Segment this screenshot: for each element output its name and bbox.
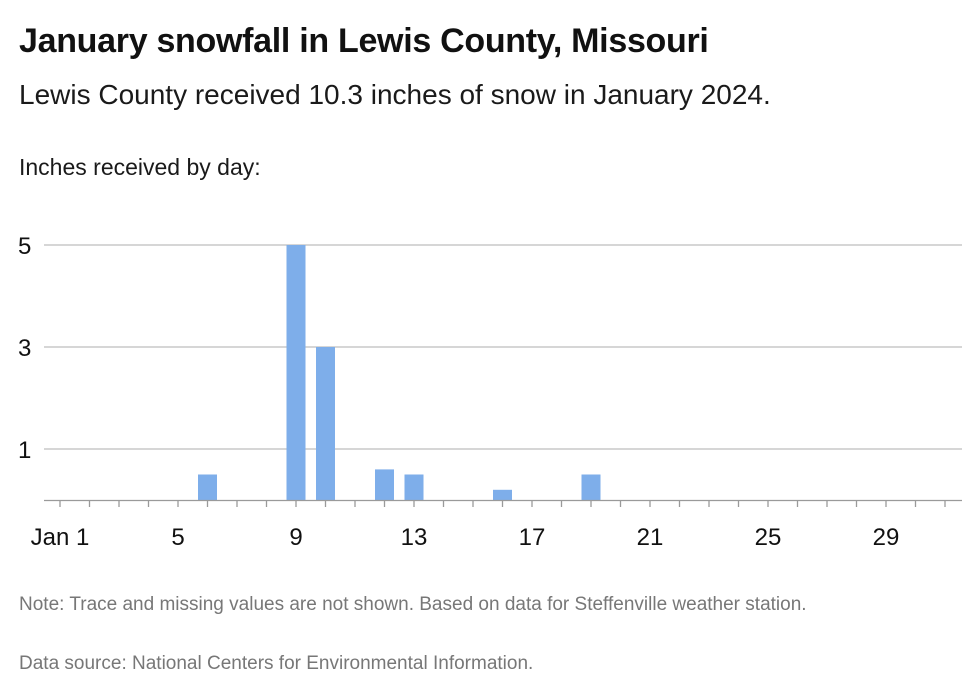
chart-subtitle: Lewis County received 10.3 inches of sno… [19, 79, 771, 110]
y-tick-label: 1 [18, 437, 31, 464]
bar [286, 245, 306, 500]
x-tick-label: 5 [171, 524, 184, 551]
x-tick-label: 9 [289, 524, 302, 551]
data-source: Data source: National Centers for Enviro… [19, 653, 534, 674]
bar [375, 469, 394, 500]
bar [581, 474, 601, 500]
y-tick-label: 5 [18, 233, 31, 260]
bar [404, 474, 424, 500]
x-tick-label: 29 [873, 524, 900, 551]
x-tick-label: 25 [755, 524, 782, 551]
bar [493, 489, 512, 500]
bar [316, 347, 335, 500]
x-tick-label: 21 [637, 524, 664, 551]
y-axis-label: Inches received by day: [19, 154, 261, 180]
chart-title: January snowfall in Lewis County, Missou… [19, 22, 709, 60]
x-tick-label: 13 [401, 524, 428, 551]
x-tick-label: Jan 1 [31, 524, 90, 551]
x-tick-label: 17 [519, 524, 546, 551]
chart-note: Note: Trace and missing values are not s… [19, 594, 807, 615]
y-tick-label: 3 [18, 335, 31, 362]
bar [198, 474, 217, 500]
